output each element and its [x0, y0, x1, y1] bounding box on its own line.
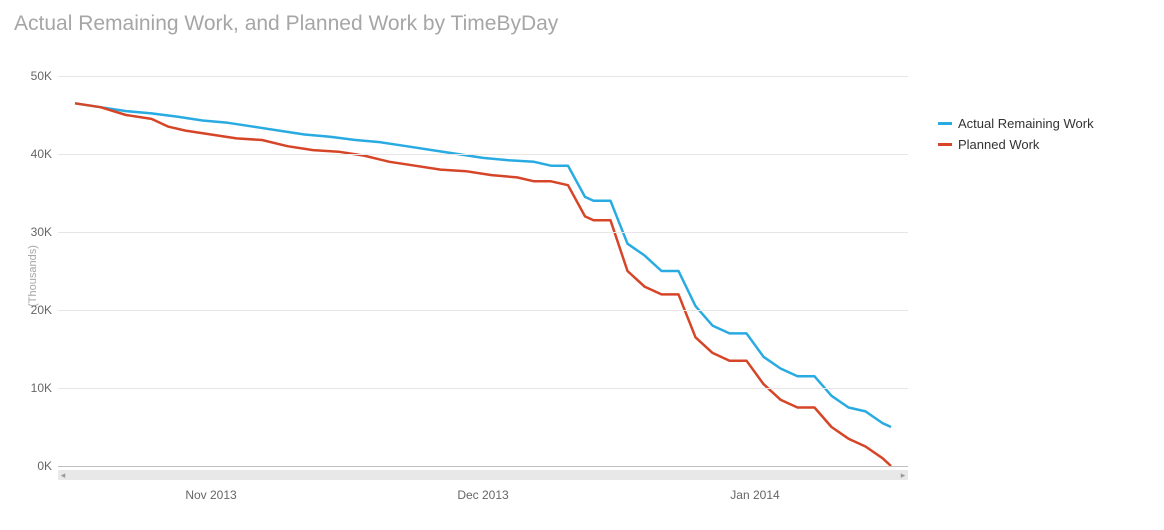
line-series-svg [58, 76, 908, 466]
gridline [58, 76, 908, 77]
x-scrollbar[interactable]: ◂ ▸ [58, 470, 908, 480]
legend-item[interactable]: Planned Work [938, 137, 1094, 152]
gridline [58, 310, 908, 311]
gridline [58, 232, 908, 233]
y-tick-label: 50K [31, 69, 52, 83]
legend-swatch [938, 122, 952, 125]
x-tick-label: Dec 2013 [457, 488, 508, 502]
y-tick-label: 0K [37, 459, 52, 473]
chart-title: Actual Remaining Work, and Planned Work … [0, 0, 1164, 36]
scroll-left-icon[interactable]: ◂ [58, 470, 68, 480]
gridline [58, 154, 908, 155]
series-line [75, 103, 891, 427]
y-tick-label: 20K [31, 303, 52, 317]
chart-area: (Thousands) ◂ ▸ 0K10K20K30K40K50KNov 201… [0, 36, 1164, 516]
legend-swatch [938, 143, 952, 146]
plot-region: ◂ ▸ 0K10K20K30K40K50KNov 2013Dec 2013Jan… [58, 76, 908, 466]
y-tick-label: 40K [31, 147, 52, 161]
x-axis-baseline [58, 466, 908, 467]
legend-item[interactable]: Actual Remaining Work [938, 116, 1094, 131]
x-tick-label: Nov 2013 [185, 488, 236, 502]
legend: Actual Remaining Work Planned Work [938, 116, 1094, 158]
y-axis-title: (Thousands) [27, 245, 39, 307]
y-tick-label: 30K [31, 225, 52, 239]
scroll-right-icon[interactable]: ▸ [898, 470, 908, 480]
y-tick-label: 10K [31, 381, 52, 395]
x-tick-label: Jan 2014 [730, 488, 779, 502]
legend-label: Planned Work [958, 137, 1039, 152]
legend-label: Actual Remaining Work [958, 116, 1094, 131]
gridline [58, 388, 908, 389]
